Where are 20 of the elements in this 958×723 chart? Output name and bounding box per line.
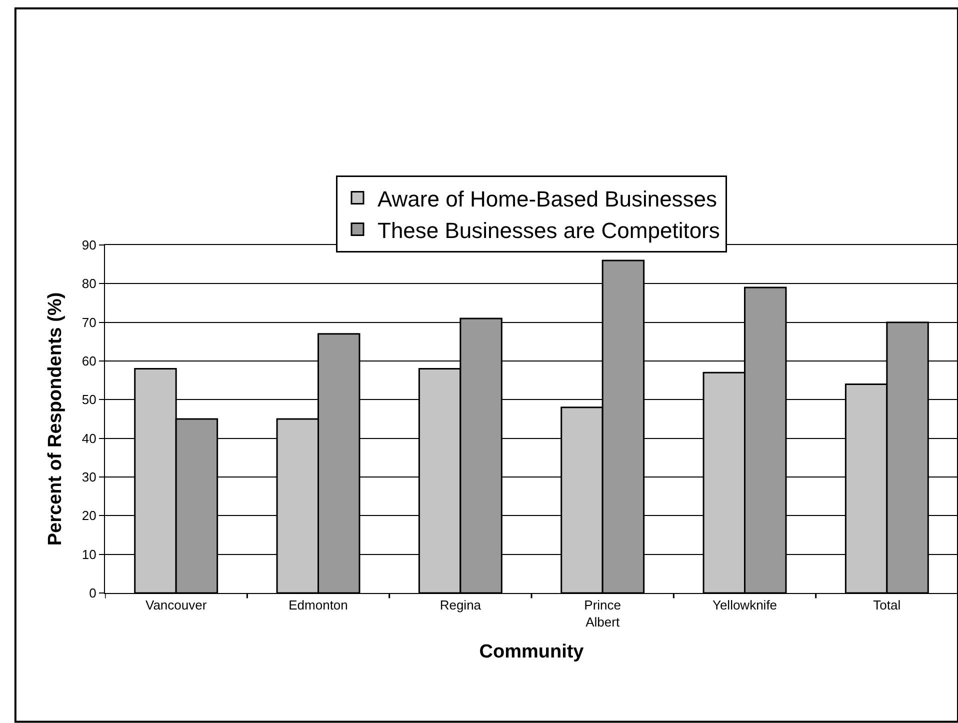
y-tick-label: 30 [82,470,96,485]
y-tick-label: 20 [82,508,96,524]
y-tick-label: 90 [82,238,96,253]
y-axis-title: Percent of Respondents (%) [44,292,66,546]
y-tick-label: 10 [82,546,96,562]
x-tick-label: Vancouver [145,598,208,613]
x-tick-label: Prince Albert [584,598,622,630]
y-tick-label: 0 [89,586,96,601]
x-tick-label: Total [873,598,901,613]
y-tick-label: 50 [82,392,96,408]
legend-label: These Businesses are Competitors [378,218,720,243]
x-axis-title: Community [479,641,584,662]
legend-label: Aware of Home-Based Businesses [378,186,718,212]
y-tick-label: 70 [82,314,96,330]
x-tick-label: Regina [440,598,482,613]
y-tick-label: 80 [82,276,96,292]
y-tick-label: 60 [82,354,96,369]
y-tick-label: 40 [82,430,96,446]
x-tick-label: Yellowknife [712,598,778,613]
x-tick-label: Edmonton [288,598,348,613]
